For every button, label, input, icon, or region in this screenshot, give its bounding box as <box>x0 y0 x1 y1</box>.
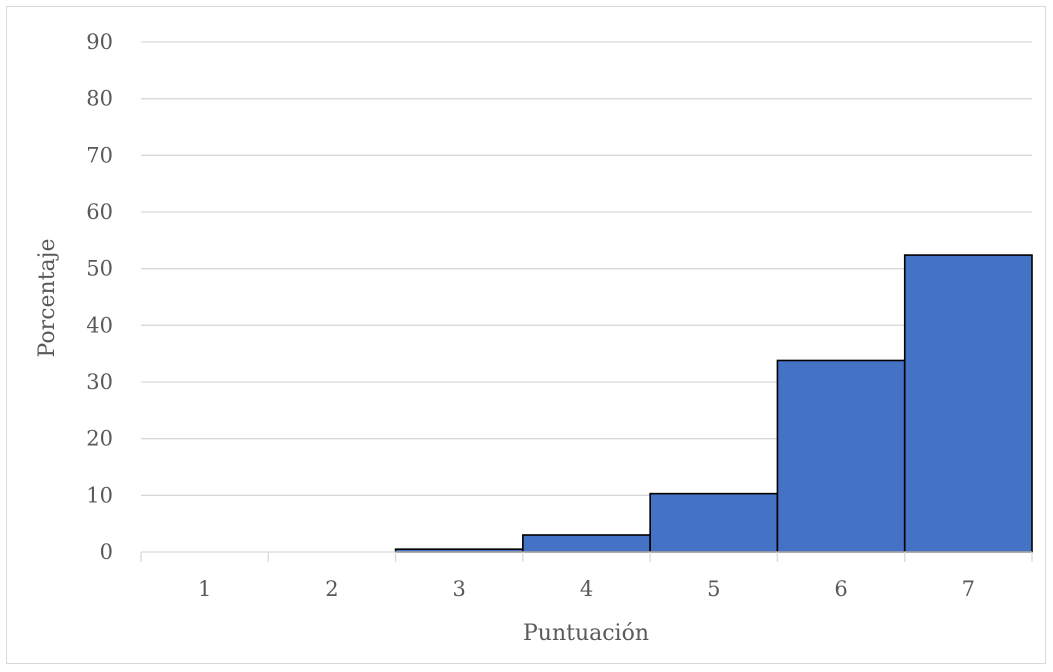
x-tick-label: 2 <box>325 577 338 601</box>
x-tick-label: 3 <box>453 577 466 601</box>
y-tick-label: 80 <box>86 87 113 111</box>
bars <box>394 254 1033 553</box>
x-tick-label: 6 <box>834 577 847 601</box>
x-tick-label: 4 <box>580 577 593 601</box>
y-axis-title: Porcentaje <box>35 239 60 358</box>
bar <box>903 254 1033 553</box>
y-tick-label: 60 <box>86 200 113 224</box>
y-tick-label: 10 <box>86 483 113 507</box>
y-tick-label: 30 <box>86 370 113 394</box>
y-tick-label: 50 <box>86 257 113 281</box>
x-tick-label: 7 <box>962 577 975 601</box>
x-tick-label: 1 <box>198 577 211 601</box>
y-tick-label: 40 <box>86 313 113 337</box>
y-tick-label: 70 <box>86 143 113 167</box>
y-tick-label: 20 <box>86 427 113 451</box>
x-axis-title: Puntuación <box>523 621 649 646</box>
bar <box>649 492 779 553</box>
x-tick-label: 5 <box>707 577 720 601</box>
y-tick-label: 0 <box>100 540 113 564</box>
bar <box>522 534 651 553</box>
bar <box>776 359 906 553</box>
chart-frame <box>6 6 1046 664</box>
y-tick-label: 90 <box>86 30 113 54</box>
y-axis-ticks: 0 10 20 30 40 50 60 70 80 90 <box>86 30 113 564</box>
x-axis-ticks: 1 2 3 4 5 6 7 <box>140 552 1033 601</box>
